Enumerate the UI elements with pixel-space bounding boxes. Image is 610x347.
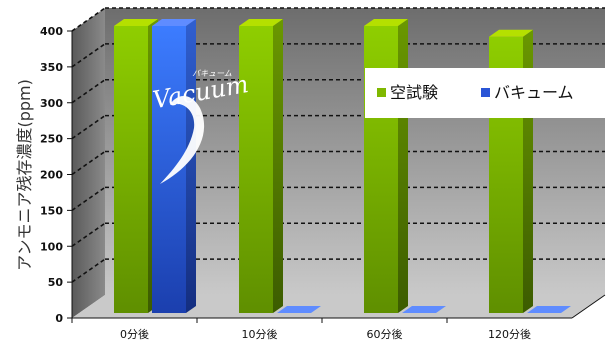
y-tick-label: 300 (40, 97, 63, 110)
legend-entry-label: 空試験 (390, 83, 438, 102)
y-axis-label: アンモニア残存濃度(ppm) (15, 79, 34, 271)
x-tick-label: 120分後 (488, 327, 531, 341)
x-tick-label: 60分後 (367, 327, 403, 341)
y-tick-label: 400 (40, 25, 63, 38)
y-tick-label: 150 (40, 204, 63, 217)
annotation-ruby: バキューム (192, 69, 232, 78)
bar-top (402, 306, 446, 313)
legend-swatch (377, 88, 386, 97)
bar-top (114, 19, 158, 26)
y-tick-label: 350 (40, 61, 63, 74)
legend: 空試験 バキューム (365, 68, 605, 118)
left-wall (72, 8, 105, 318)
swoosh-mark (160, 95, 205, 184)
legend-swatch (481, 88, 490, 97)
y-axis: 0 50 100 150 200 250 300 350 400 (40, 25, 73, 325)
bar-front (114, 26, 148, 313)
bar-side (186, 19, 196, 313)
x-tick-label: 0分後 (120, 327, 149, 341)
bars (114, 19, 571, 313)
bar-top (489, 29, 533, 37)
x-tick-label: 10分後 (242, 327, 278, 341)
y-tick-label: 100 (40, 240, 63, 253)
legend-entry-label: バキューム (494, 83, 574, 102)
bar-top (277, 306, 321, 313)
bar-top (239, 19, 283, 26)
bar-side (273, 19, 283, 313)
y-tick-label: 0 (55, 312, 63, 325)
y-tick-label: 200 (40, 169, 63, 182)
bar-front (239, 26, 273, 313)
x-axis: 0分後 10分後 60分後 120分後 (71, 294, 606, 341)
y-tick-label: 250 (40, 133, 63, 146)
floor (72, 295, 605, 318)
bar-top (152, 19, 196, 26)
y-tick-label: 50 (48, 276, 64, 289)
bar-top (364, 19, 408, 26)
x-axis-edge (571, 294, 606, 319)
bar-side (398, 19, 408, 313)
bar-top (527, 306, 571, 313)
